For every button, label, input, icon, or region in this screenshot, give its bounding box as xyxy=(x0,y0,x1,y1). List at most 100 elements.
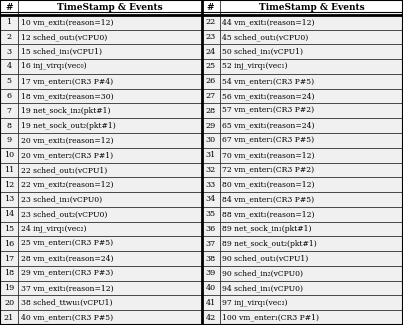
Text: 12: 12 xyxy=(4,181,14,188)
Bar xyxy=(0,0,18,15)
Text: 90 sched_in₂(vCPU0): 90 sched_in₂(vCPU0) xyxy=(222,269,303,277)
Text: 38 sched_ttwu₁(vCPU1): 38 sched_ttwu₁(vCPU1) xyxy=(21,299,112,307)
Bar xyxy=(220,295,403,310)
Text: 26: 26 xyxy=(206,77,216,85)
Bar xyxy=(202,251,220,266)
Text: 4: 4 xyxy=(6,62,12,71)
Text: 29 vm_enter₁(CR3 P#3): 29 vm_enter₁(CR3 P#3) xyxy=(21,269,113,277)
Bar xyxy=(0,89,18,103)
Bar xyxy=(18,162,202,177)
Text: 25 vm_enter₁(CR3 P#5): 25 vm_enter₁(CR3 P#5) xyxy=(21,240,113,248)
Text: 67 vm_enter₁(CR3 P#5): 67 vm_enter₁(CR3 P#5) xyxy=(222,136,314,144)
Bar xyxy=(0,133,18,148)
Text: 1: 1 xyxy=(6,18,12,26)
Bar xyxy=(220,281,403,295)
Bar xyxy=(18,89,202,103)
Text: 18 vm_exit₂(reason=30): 18 vm_exit₂(reason=30) xyxy=(21,92,113,100)
Bar xyxy=(18,266,202,281)
Text: 20 vm_enter₂(CR3 P#1): 20 vm_enter₂(CR3 P#1) xyxy=(21,151,113,159)
Bar xyxy=(0,162,18,177)
Text: 17: 17 xyxy=(4,254,14,263)
Bar xyxy=(18,103,202,118)
Bar xyxy=(202,266,220,281)
Text: 12 sched_out₁(vCPU0): 12 sched_out₁(vCPU0) xyxy=(21,33,107,41)
Bar xyxy=(220,74,403,89)
Bar xyxy=(220,310,403,325)
Text: 25: 25 xyxy=(206,62,216,71)
Bar xyxy=(0,207,18,222)
Text: 9: 9 xyxy=(6,136,12,144)
Bar xyxy=(220,89,403,103)
Text: 24 inj_virq₁(vec₂): 24 inj_virq₁(vec₂) xyxy=(21,225,86,233)
Text: 44 vm_exit₁(reason=12): 44 vm_exit₁(reason=12) xyxy=(222,18,315,26)
Text: 50 sched_in₁(vCPU1): 50 sched_in₁(vCPU1) xyxy=(222,48,303,56)
Text: 40: 40 xyxy=(206,284,216,292)
Text: 22 vm_exit₂(reason=12): 22 vm_exit₂(reason=12) xyxy=(21,181,113,188)
Text: 15: 15 xyxy=(4,225,14,233)
Text: 57 vm_enter₁(CR3 P#2): 57 vm_enter₁(CR3 P#2) xyxy=(222,107,314,115)
Bar xyxy=(0,15,18,30)
Text: 54 vm_enter₁(CR3 P#5): 54 vm_enter₁(CR3 P#5) xyxy=(222,77,314,85)
Text: 6: 6 xyxy=(6,92,12,100)
Text: 10: 10 xyxy=(4,151,14,159)
Bar xyxy=(18,177,202,192)
Text: 19 net_sock_in₂(pkt#1): 19 net_sock_in₂(pkt#1) xyxy=(21,107,110,115)
Bar xyxy=(202,177,220,192)
Bar xyxy=(18,59,202,74)
Text: 27: 27 xyxy=(206,92,216,100)
Bar xyxy=(202,310,220,325)
Bar xyxy=(220,103,403,118)
Text: 88 vm_exit₁(reason=12): 88 vm_exit₁(reason=12) xyxy=(222,210,315,218)
Text: 30: 30 xyxy=(206,136,216,144)
Bar xyxy=(220,236,403,251)
Bar xyxy=(202,133,220,148)
Bar xyxy=(18,148,202,162)
Text: 22 sched_out₁(vCPU1): 22 sched_out₁(vCPU1) xyxy=(21,166,107,174)
Bar xyxy=(18,236,202,251)
Bar xyxy=(0,44,18,59)
Text: 23: 23 xyxy=(206,33,216,41)
Text: TimeStamp & Events: TimeStamp & Events xyxy=(57,3,163,12)
Text: 21: 21 xyxy=(4,314,14,322)
Bar xyxy=(0,222,18,236)
Text: 39: 39 xyxy=(206,269,216,277)
Bar xyxy=(202,207,220,222)
Bar xyxy=(202,103,220,118)
Text: 16 inj_virq₁(vec₀): 16 inj_virq₁(vec₀) xyxy=(21,62,86,71)
Text: 18: 18 xyxy=(4,269,14,277)
Bar xyxy=(0,192,18,207)
Bar xyxy=(220,118,403,133)
Bar xyxy=(202,295,220,310)
Bar xyxy=(220,133,403,148)
Text: 10 vm_exit₁(reason=12): 10 vm_exit₁(reason=12) xyxy=(21,18,113,26)
Bar xyxy=(0,266,18,281)
Text: 42: 42 xyxy=(206,314,216,322)
Bar xyxy=(18,30,202,44)
Text: 32: 32 xyxy=(206,166,216,174)
Text: 41: 41 xyxy=(206,299,216,307)
Text: 90 sched_out₁(vCPU1): 90 sched_out₁(vCPU1) xyxy=(222,254,308,263)
Text: 84 vm_enter₁(CR3 P#5): 84 vm_enter₁(CR3 P#5) xyxy=(222,195,314,203)
Text: 29: 29 xyxy=(206,122,216,130)
Bar xyxy=(18,44,202,59)
Text: 16: 16 xyxy=(4,240,14,248)
Text: 35: 35 xyxy=(206,210,216,218)
Text: 37: 37 xyxy=(206,240,216,248)
Bar xyxy=(202,162,220,177)
Bar xyxy=(0,59,18,74)
Text: 28: 28 xyxy=(206,107,216,115)
Bar xyxy=(202,30,220,44)
Bar xyxy=(202,118,220,133)
Bar xyxy=(220,266,403,281)
Bar xyxy=(220,162,403,177)
Bar xyxy=(18,207,202,222)
Text: 37 vm_exit₁(reason=12): 37 vm_exit₁(reason=12) xyxy=(21,284,113,292)
Bar xyxy=(0,281,18,295)
Bar xyxy=(220,59,403,74)
Text: 70 vm_exit₁(reason=12): 70 vm_exit₁(reason=12) xyxy=(222,151,315,159)
Text: 8: 8 xyxy=(6,122,12,130)
Bar xyxy=(202,59,220,74)
Bar xyxy=(18,222,202,236)
Text: 36: 36 xyxy=(206,225,216,233)
Text: 97 inj_virq₁(vec₃): 97 inj_virq₁(vec₃) xyxy=(222,299,288,307)
